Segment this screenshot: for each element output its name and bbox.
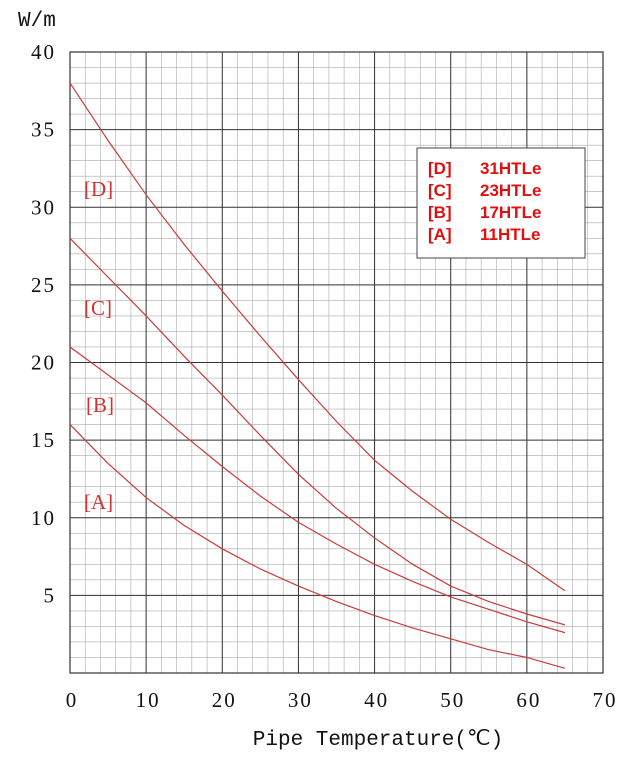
y-tick-label: 40 bbox=[31, 40, 56, 64]
legend-name: 11HTLe bbox=[480, 225, 540, 244]
curve-label: [D] bbox=[84, 177, 113, 201]
legend-name: 23HTLe bbox=[480, 181, 541, 200]
legend-label: [B] bbox=[428, 203, 452, 222]
legend-name: 17HTLe bbox=[480, 203, 541, 222]
x-tick-label: 0 bbox=[66, 688, 79, 712]
legend-label: [D] bbox=[428, 159, 452, 178]
legend-label: [A] bbox=[428, 225, 452, 244]
legend-box bbox=[416, 147, 586, 259]
x-tick-label: 40 bbox=[364, 688, 389, 712]
x-tick-label: 30 bbox=[288, 688, 313, 712]
series-line bbox=[69, 82, 566, 592]
plot-frame bbox=[69, 51, 604, 674]
series-line bbox=[69, 424, 566, 669]
curve-label: [C] bbox=[84, 296, 112, 320]
y-tick-label: 20 bbox=[31, 351, 56, 375]
y-axis-title: W/m bbox=[18, 10, 56, 33]
x-tick-label: 20 bbox=[212, 688, 237, 712]
series-line bbox=[69, 237, 566, 626]
x-axis-title: Pipe Temperature(℃) bbox=[253, 729, 503, 752]
curve-label: [B] bbox=[86, 393, 114, 417]
y-tick-label: 25 bbox=[31, 273, 56, 297]
x-tick-label: 50 bbox=[440, 688, 465, 712]
y-tick-label: 5 bbox=[44, 583, 57, 607]
y-tick-label: 10 bbox=[31, 506, 56, 530]
curve-label: [A] bbox=[84, 490, 113, 514]
legend-name: 31HTLe bbox=[480, 159, 541, 178]
y-tick-label: 35 bbox=[31, 118, 56, 142]
y-tick-label: 30 bbox=[31, 195, 56, 219]
x-tick-label: 10 bbox=[136, 688, 161, 712]
legend: [D] 31HTLe [C] 23HTLe [B] 17HTLe [A] 11HTLe bbox=[416, 147, 586, 259]
x-tick-label: 60 bbox=[516, 688, 541, 712]
y-tick-label: 15 bbox=[31, 428, 56, 452]
x-tick-label: 70 bbox=[593, 688, 618, 712]
series-line bbox=[69, 346, 566, 634]
legend-label: [C] bbox=[428, 181, 452, 200]
